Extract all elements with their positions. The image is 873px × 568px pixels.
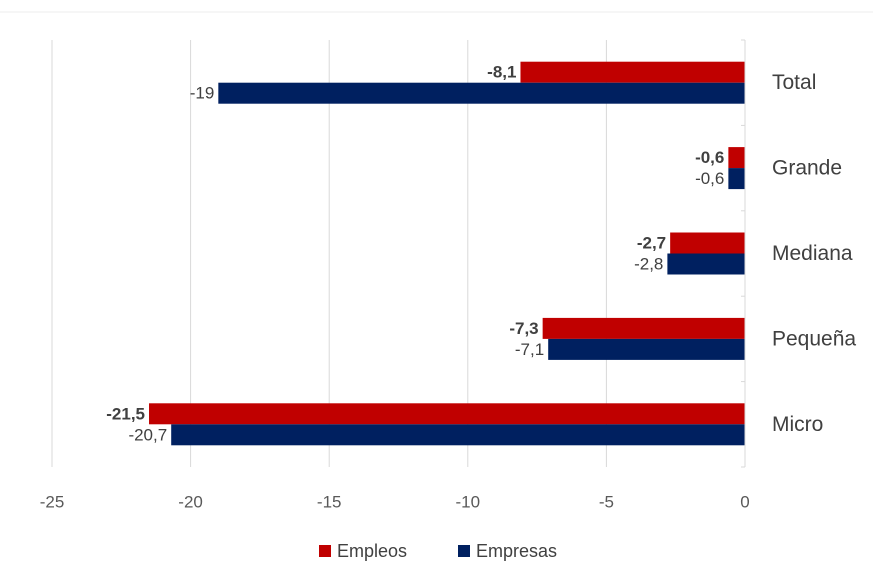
legend-swatch-empleos — [319, 545, 331, 557]
bar-empresas-total — [218, 82, 745, 104]
category-label: Micro — [772, 413, 823, 436]
category-label: Mediana — [772, 242, 853, 265]
x-tick-label: -20 — [178, 493, 203, 512]
x-tick-labels: -25 -20 -15 -10 -5 0 — [40, 493, 750, 512]
category-label: Total — [772, 71, 816, 94]
legend-swatch-empresas — [458, 545, 470, 557]
bars — [149, 61, 746, 446]
x-tick-label: -25 — [40, 493, 65, 512]
x-tick-label: 0 — [740, 493, 749, 512]
data-label: -0,6 — [695, 169, 724, 188]
legend: Empleos Empresas — [319, 541, 557, 561]
x-tick-label: -15 — [317, 493, 342, 512]
data-label: -2,8 — [634, 255, 663, 274]
data-label: -2,7 — [637, 234, 666, 253]
data-label: -7,1 — [515, 340, 544, 359]
data-label: -8,1 — [487, 63, 516, 82]
bar-empresas-pequeña — [548, 338, 745, 360]
data-label: -21,5 — [106, 404, 145, 423]
gridlines — [51, 40, 607, 467]
bar-empleos-grande — [728, 147, 745, 169]
bar-empresas-micro — [171, 424, 746, 446]
data-label: -20,7 — [128, 425, 167, 444]
data-labels: -8,1 -19 -0,6 -0,6 -2,7 -2,8 -7,3 -7,1 -21,5 -20,… — [106, 63, 724, 445]
category-axis-ticks — [741, 39, 745, 468]
data-label: -0,6 — [695, 148, 724, 167]
data-label: -19 — [190, 84, 215, 103]
bar-empleos-micro — [149, 403, 745, 425]
x-tick-label: -5 — [599, 493, 614, 512]
bar-empleos-total — [520, 61, 745, 83]
bar-empresas-mediana — [667, 253, 745, 275]
category-label: Pequeña — [772, 327, 856, 350]
legend-label: Empleos — [337, 541, 407, 561]
category-label: Grande — [772, 157, 842, 180]
category-labels: Total Grande Mediana Pequeña Micro — [772, 71, 856, 436]
bar-empleos-pequeña — [542, 317, 745, 339]
x-tick-label: -10 — [456, 493, 481, 512]
data-label: -7,3 — [509, 319, 538, 338]
bar-empresas-grande — [728, 168, 745, 190]
legend-label: Empresas — [476, 541, 557, 561]
bar-empleos-mediana — [670, 232, 745, 254]
